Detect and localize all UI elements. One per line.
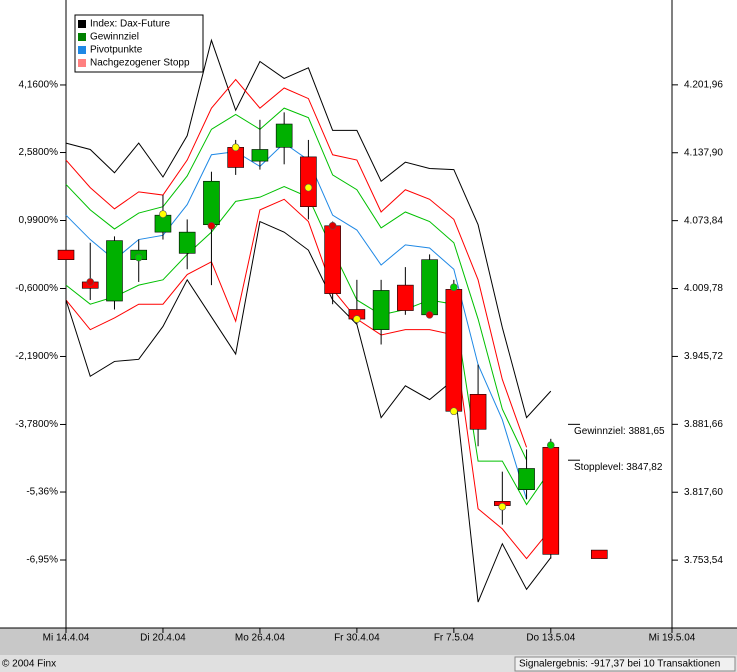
- signal-marker: [546, 441, 555, 449]
- legend-label: Index: Dax-Future: [90, 19, 170, 30]
- x-tick-label: Mi 14.4.04: [43, 633, 90, 644]
- y2-tick-label: -0,6000%: [15, 283, 58, 294]
- y2-tick-label: 0,9900%: [19, 215, 59, 226]
- legend-label: Gewinnziel: [90, 32, 139, 43]
- signal-marker: [159, 210, 167, 218]
- y2-tick-label: -5,36%: [26, 487, 58, 498]
- candle-body: [251, 149, 269, 162]
- legend-swatch: [78, 46, 86, 54]
- footer-right: Signalergebnis: -917,37 bei 10 Transakti…: [519, 659, 720, 670]
- signal-marker: [304, 183, 313, 192]
- signal-marker: [207, 221, 216, 230]
- candle-body: [106, 240, 123, 302]
- signal-marker: [328, 221, 337, 230]
- candle-body: [421, 259, 438, 316]
- signal-marker: [425, 311, 434, 319]
- y2-tick-label: -2,1900%: [15, 351, 58, 362]
- annotation-label: Stopplevel: 3847,82: [574, 462, 663, 473]
- y-tick-label: 4.009,78: [684, 283, 723, 294]
- y-tick-label: 3.945,72: [684, 351, 723, 362]
- x-tick-label: Mi 19.5.04: [649, 633, 696, 644]
- signal-marker: [86, 278, 95, 286]
- x-axis-band: [0, 628, 737, 655]
- candle-body: [590, 549, 608, 559]
- y-tick-label: 3.881,66: [684, 419, 723, 430]
- legend-swatch: [78, 59, 86, 67]
- x-tick-label: Do 13.5.04: [526, 633, 575, 644]
- candle-body: [542, 446, 560, 555]
- x-tick-label: Fr 30.4.04: [334, 633, 380, 644]
- signal-marker: [134, 253, 143, 262]
- band-line: [65, 38, 552, 419]
- band-line: [65, 198, 552, 560]
- candle-body: [178, 231, 196, 254]
- legend-label: Nachgezogener Stopp: [90, 58, 190, 69]
- candle-body: [469, 393, 487, 430]
- candle-body: [397, 284, 414, 311]
- candle-body: [518, 468, 535, 490]
- y-tick-label: 3.817,60: [684, 487, 723, 498]
- candle-body: [300, 156, 317, 207]
- x-tick-label: Fr 7.5.04: [434, 633, 474, 644]
- legend-label: Pivotpunkte: [90, 45, 143, 56]
- legend-swatch: [78, 33, 86, 41]
- plot-background: [0, 0, 737, 628]
- y2-tick-label: 2,5800%: [19, 147, 59, 158]
- signal-marker: [450, 407, 458, 416]
- candle-body: [275, 123, 293, 148]
- signal-marker: [498, 502, 507, 511]
- band-line: [65, 220, 552, 603]
- y-tick-label: 3.753,54: [684, 555, 723, 566]
- signal-marker: [450, 283, 458, 292]
- band-line: [65, 142, 528, 500]
- candle-body: [372, 290, 390, 330]
- footer-box: [514, 656, 736, 672]
- x-tick-label: Mo 26.4.04: [235, 633, 285, 644]
- legend-box: [74, 14, 204, 73]
- candle-body: [324, 225, 341, 294]
- x-tick-label: Di 20.4.04: [140, 633, 186, 644]
- y2-tick-label: -6,95%: [26, 555, 58, 566]
- footer-left: © 2004 Finx: [2, 659, 56, 670]
- legend-swatch: [78, 20, 86, 28]
- annotation-label: Gewinnziel: 3881,65: [574, 426, 665, 437]
- signal-marker: [231, 143, 240, 152]
- signal-marker: [353, 315, 361, 323]
- y2-tick-label: 4,1600%: [19, 80, 59, 91]
- y2-tick-label: -3,7800%: [15, 419, 58, 430]
- band-line: [65, 107, 528, 461]
- y-tick-label: 4.073,84: [684, 215, 723, 226]
- candle-body: [445, 289, 463, 412]
- candle-body: [203, 180, 220, 226]
- y-tick-label: 4.201,96: [684, 79, 723, 90]
- y-tick-label: 4.137,90: [684, 147, 723, 158]
- candle-body: [57, 249, 75, 260]
- band-line: [65, 78, 528, 448]
